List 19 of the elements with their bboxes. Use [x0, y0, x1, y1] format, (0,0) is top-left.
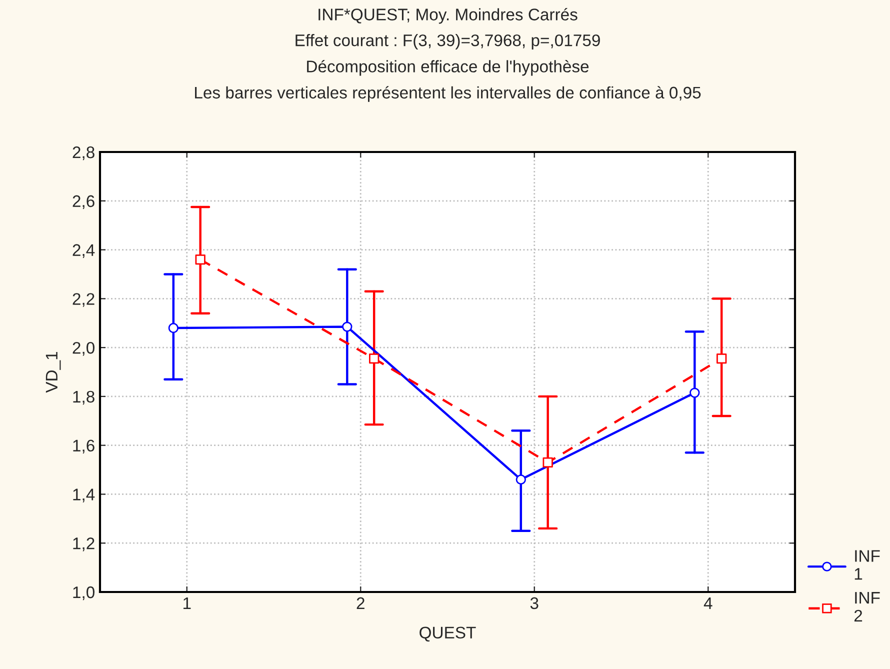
- y-tick-label: 1,0: [73, 586, 94, 600]
- x-axis-title: QUEST: [420, 626, 476, 642]
- y-tick-label: 2,0: [72, 342, 94, 356]
- legend-label: INF 2: [854, 592, 880, 622]
- y-tick-label: 2,8: [72, 146, 94, 160]
- chart-title: INF*QUEST; Moy. Moindres Carrés Effet courant : F(3, 39)=3,7968, p=,01759 Décomposition efficace de l'hypothèse Les barres verticales représentent les intervalles de confiance à 0,95: [195, 8, 701, 102]
- x-tick-label: 3: [530, 597, 538, 610]
- x-tick-label: 4: [704, 597, 712, 609]
- y-tick-label: 1,4: [73, 488, 95, 502]
- y-tick-label: 2,6: [72, 195, 94, 210]
- legend-label: INF 1: [854, 550, 880, 580]
- y-axis-title: VD_1: [46, 352, 61, 393]
- x-tick-label: 2: [356, 597, 364, 609]
- y-tick-label: 1,6: [73, 440, 94, 454]
- y-tick-label: 2,4: [72, 244, 95, 258]
- x-tick-label: 1: [184, 597, 191, 609]
- y-tick-label: 1,2: [73, 538, 94, 552]
- y-tick-label: 1,8: [73, 390, 94, 405]
- y-tick-label: 2,2: [72, 293, 94, 307]
